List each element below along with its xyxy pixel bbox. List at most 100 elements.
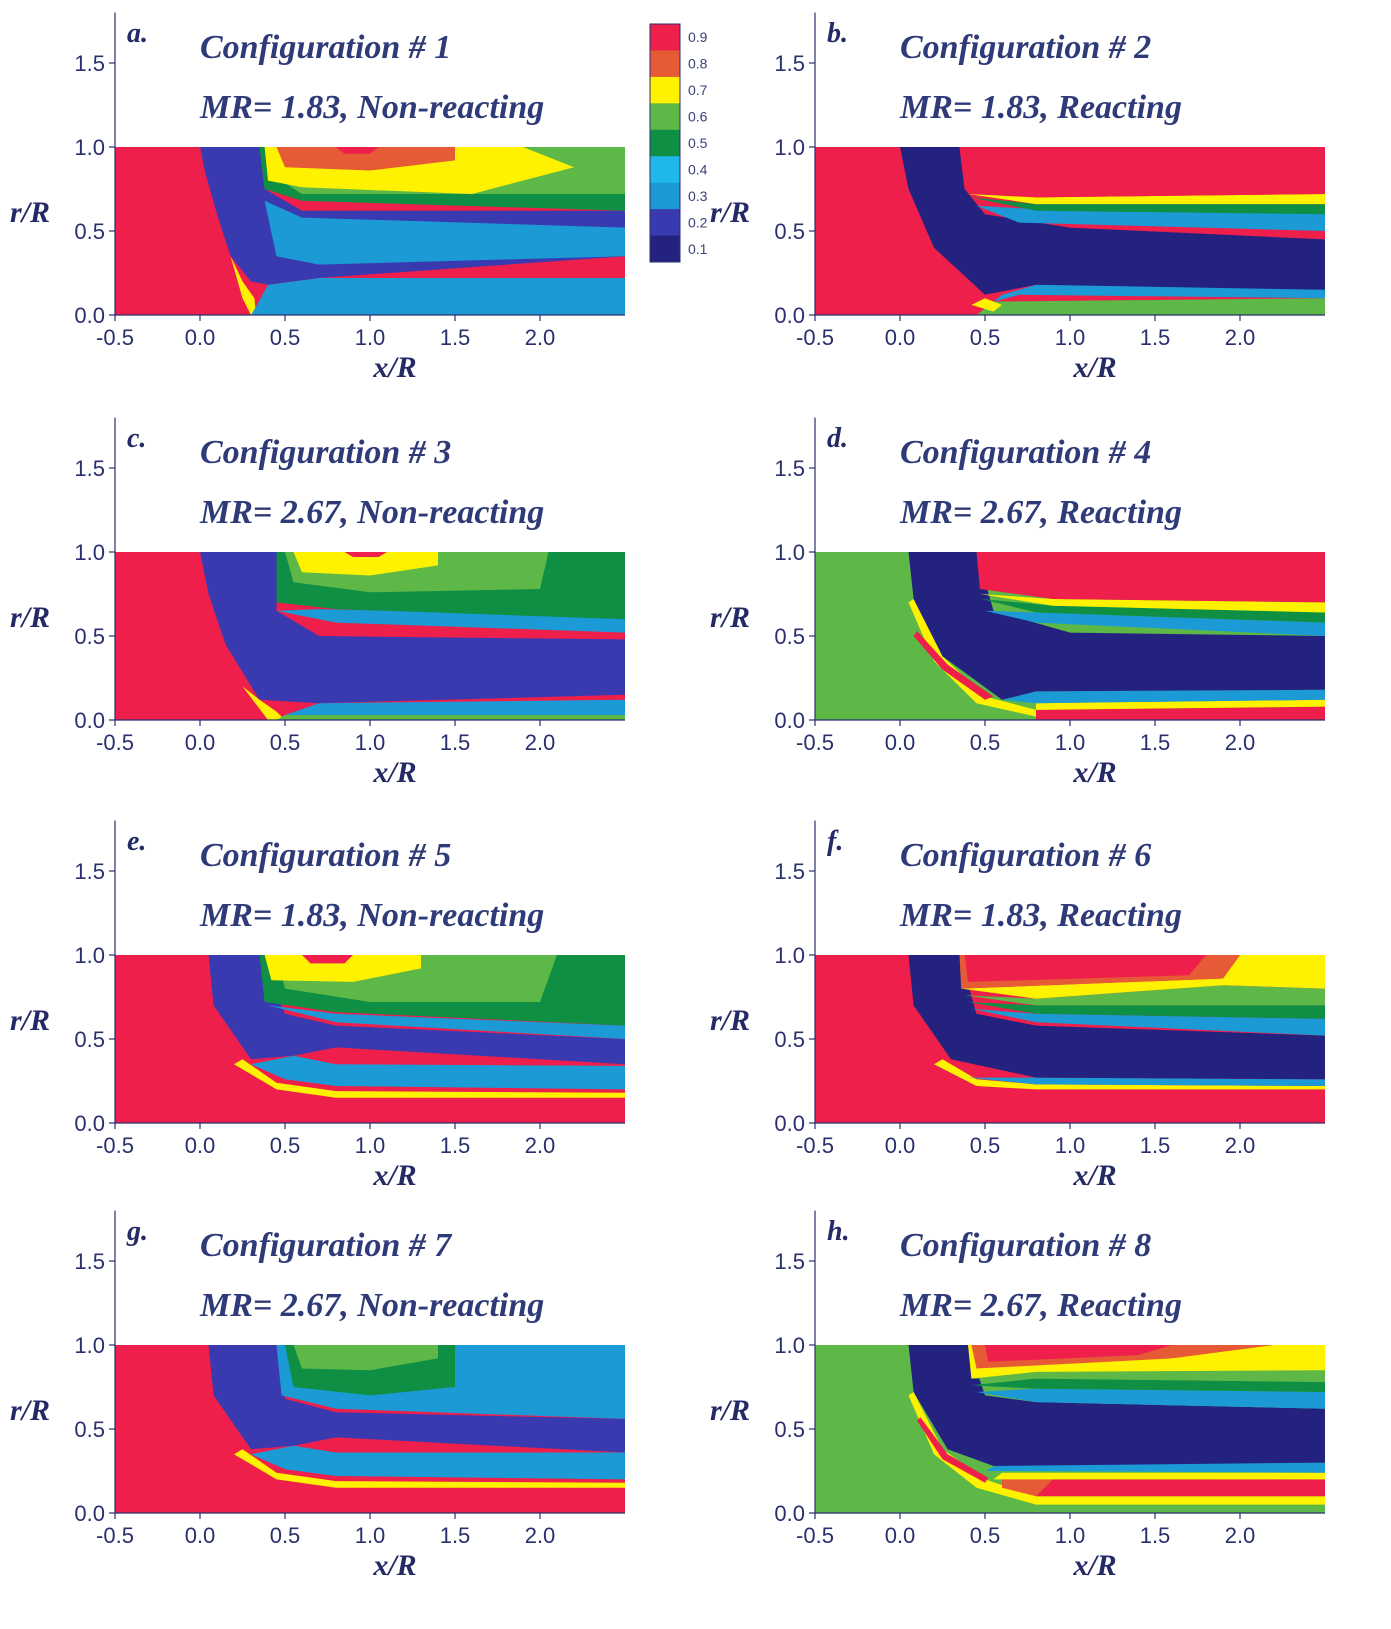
colorbar-label: 0.9 [688,29,708,45]
y-tick-label: 1.5 [74,859,105,884]
panel-title: Configuration # 4 [900,434,1151,471]
contour-plot-8: 0.00.51.01.5-0.5 0.0 0.5 1.0 1.5 2.0x/Rr/Rh. C… [710,1210,1325,1582]
x-tick-label: 1.0 [355,325,386,350]
x-tick-label: -0.5 [796,325,834,350]
contour-region-0.9 [115,147,251,315]
panel-letter: e. [127,826,146,857]
panel-letter: d. [827,423,848,454]
colorbar-swatch [650,103,680,131]
x-tick-label: 1.5 [440,1523,471,1548]
contour-region-0.6 [815,552,1036,720]
x-tick-label: 0.0 [185,1523,216,1548]
y-tick-label: 1.5 [774,1249,805,1274]
colorbar-swatch [650,24,680,51]
contour-region-0.9 [917,1417,989,1483]
contour-region-0.9 [815,955,1325,1123]
x-tick-label: 1.0 [1055,325,1086,350]
y-tick-label: 0.0 [774,303,805,328]
x-tick-label: 1.5 [1140,1523,1171,1548]
panel-title: Configuration # 1 [200,29,451,66]
colorbar-label: 0.1 [688,241,708,257]
x-tick-label: -0.5 [96,730,134,755]
colorbar-label: 0.2 [688,214,708,230]
y-tick-label: 0.0 [774,1111,805,1136]
x-tick-label: 1.5 [440,730,471,755]
colorbar-frame [649,23,681,263]
panel-title: Configuration # 7 [200,1227,453,1264]
contour-region-0.9 [1036,1479,1325,1497]
contour-region-0.9 [344,552,387,557]
contour-region-0.1 [208,1345,625,1453]
y-tick-label: 1.0 [774,135,805,160]
x-tick-label: 2.0 [1225,1523,1256,1548]
contour-region-0.8 [276,147,455,171]
panel-1: 0.0 0.5 1.0 1.5 -0.5 0.0 0.5 1.0 1.5 2.0 x/R r/R a. C… [0,0,690,405]
contour-region-0.7 [993,1472,1325,1480]
contour-region-0.3 [993,284,1325,302]
contour-plot-4: 0.00.51.01.5-0.5 0.0 0.5 1.0 1.5 2.0x/Rr/Rd. C… [710,417,1325,789]
x-tick-label: 0.5 [270,1523,301,1548]
y-axis-label: r/R [10,601,50,634]
x-tick-label: 1.0 [1055,1523,1086,1548]
contour-region-0.8 [1002,1479,1053,1497]
y-axis-label: r/R [710,1394,750,1427]
panel-subtitle: MR= 2.67, Reacting [899,1287,1182,1324]
x-tick-label: 0.5 [970,1523,1001,1548]
contour-region-0.3 [968,1077,1325,1086]
colorbar-label: 0.5 [688,135,708,151]
colorbar-swatch [650,76,680,104]
x-tick-label: -0.5 [96,325,134,350]
panel-title: Configuration # 3 [200,434,451,471]
x-tick-label: 0.0 [885,730,916,755]
y-tick-label: 0.0 [774,708,805,733]
x-tick-label: -0.5 [796,1523,834,1548]
contour-region-0.9 [115,552,277,720]
panel-8: 0.0 0.5 1.0 1.5 -0.5 0.0 0.5 1.0 1.5 2.0 x/R r/R h. C… [700,1198,1390,1603]
y-axis-label: r/R [710,1004,750,1037]
x-tick-label: 0.5 [270,730,301,755]
contour-plot-2: 0.00.51.01.5-0.5 0.0 0.5 1.0 1.5 2.0x/Rr/Rb. C… [710,12,1325,384]
y-axis-label: r/R [10,1394,50,1427]
contour-region-0.1 [908,552,1325,700]
x-tick-label: 2.0 [525,1523,556,1548]
x-tick-label: -0.5 [96,1133,134,1158]
x-axis-label: x/R [1072,1549,1116,1582]
x-tick-label: 1.0 [355,730,386,755]
y-tick-label: 0.5 [774,624,805,649]
contour-plot-5: 0.00.51.01.5-0.5 0.0 0.5 1.0 1.5 2.0x/Rr/Re. C… [10,820,625,1192]
colorbar-legend: 0.9 0.8 0.7 0.6 0.5 0.4 0.3 0.2 0.1 [649,23,708,263]
contour-region-0.6 [964,985,1325,1006]
contour-region-0.7 [968,194,1325,205]
panel-letter: b. [827,18,848,49]
panel-letter: h. [827,1216,850,1247]
contour-region-0.5 [968,1002,1325,1019]
x-tick-label: 0.5 [270,1133,301,1158]
y-tick-label: 1.5 [74,51,105,76]
panel-subtitle: MR= 2.67, Reacting [899,494,1182,531]
y-tick-label: 1.5 [74,1249,105,1274]
contour-region-0.3 [971,1008,1325,1036]
x-tick-label: 1.5 [440,325,471,350]
contour-region-0.5 [971,1378,1325,1392]
contour-region-0.3 [251,1055,625,1090]
contour-field [115,955,625,1123]
contour-region-0.7 [234,1449,625,1488]
y-tick-label: 1.0 [74,540,105,565]
y-tick-label: 1.0 [74,135,105,160]
colorbar-swatch [650,209,680,237]
contour-field [115,147,625,315]
x-tick-label: 0.0 [885,1523,916,1548]
panel-subtitle: MR= 1.83, Reacting [899,897,1182,934]
contour-field [815,552,1325,720]
x-tick-label: 0.0 [885,325,916,350]
contour-region-0.9 [959,147,1325,198]
y-tick-label: 0.5 [774,1417,805,1442]
colorbar-swatch [650,235,680,263]
contour-region-0.6 [971,1370,1325,1382]
x-tick-label: 1.0 [355,1133,386,1158]
contour-field [815,147,1325,315]
y-tick-label: 0.5 [74,624,105,649]
y-axis-label: r/R [10,1004,50,1037]
x-tick-label: 0.5 [970,325,1001,350]
x-axis-label: x/R [1072,756,1116,789]
